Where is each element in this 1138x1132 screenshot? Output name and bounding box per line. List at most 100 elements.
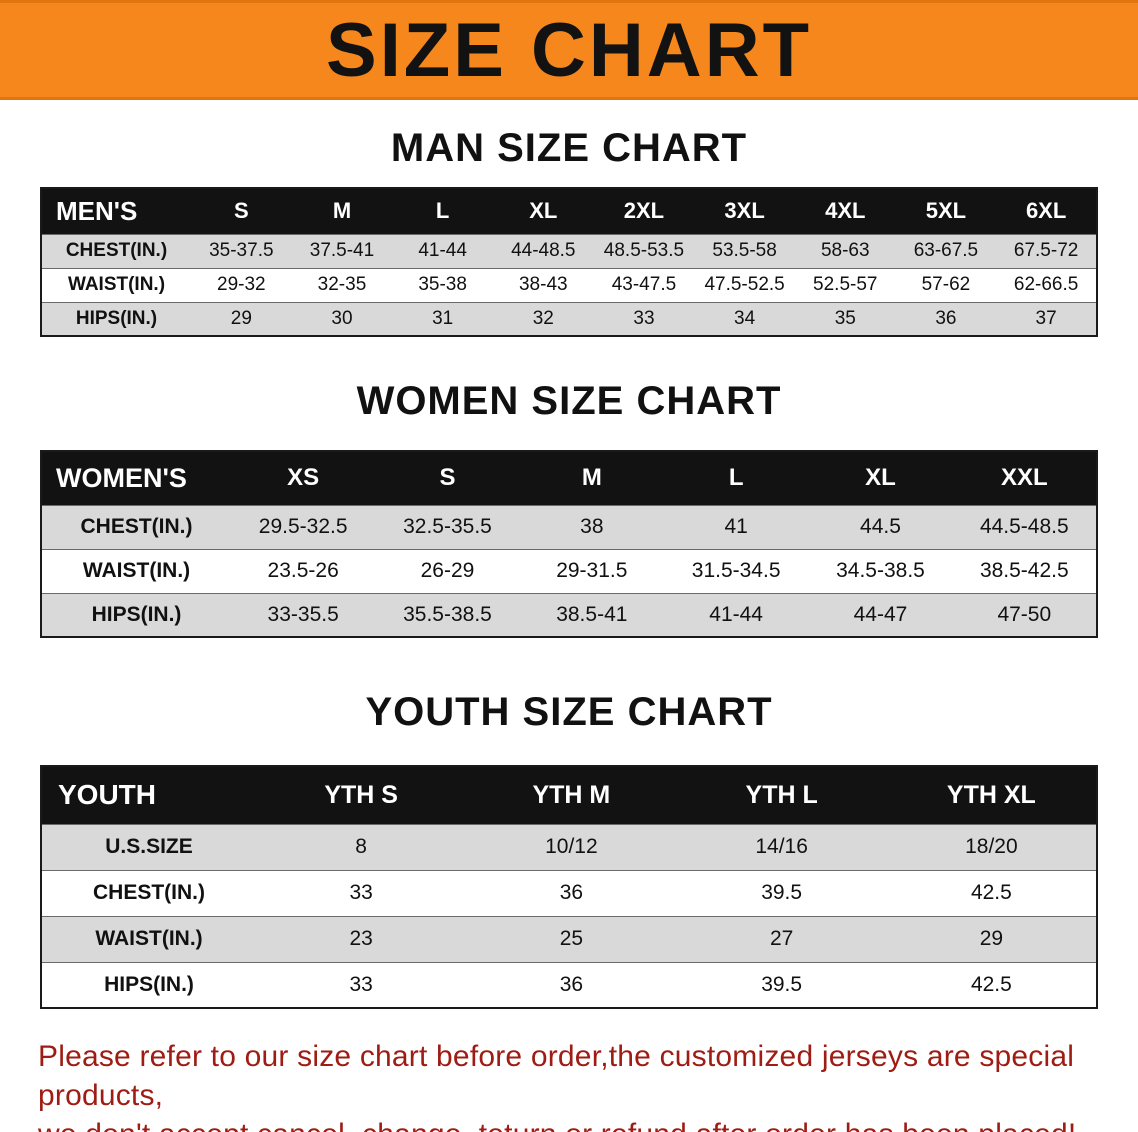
- size-value-cell: 18/20: [965, 835, 1018, 858]
- size-value-cell: 44-47: [853, 602, 908, 626]
- size-value-cell: 33: [633, 307, 655, 329]
- row-label: HIPS(IN.): [91, 602, 182, 626]
- size-column-header: YTH M: [466, 766, 677, 824]
- men-size-table: MEN'S S M L XL 2XL 3XL 4XL 5XL 6XL CHEST(IN.) 35-3…: [40, 187, 1098, 337]
- size-value-cell: 62-66.5: [1013, 274, 1079, 295]
- size-column-header: XL: [808, 451, 953, 505]
- size-value-cell: 32: [532, 307, 554, 329]
- size-value-cell: 57-62: [921, 274, 971, 295]
- size-value-cell: 38.5-42.5: [979, 559, 1069, 582]
- size-value-cell: 47-50: [997, 602, 1052, 626]
- size-value-cell: 29: [979, 927, 1004, 950]
- size-value-cell: 34.5-38.5: [836, 559, 925, 582]
- size-column-header: 3XL: [694, 188, 795, 234]
- size-column-header: M: [291, 188, 393, 234]
- table-row: WAIST(IN.) 23 25 27 29: [41, 916, 1097, 962]
- table-row: HIPS(IN.) 29 30 31 32 33 34 35 36 37: [41, 302, 1097, 336]
- table-row: CHEST(IN.) 33 36 39.5 42.5: [41, 870, 1097, 916]
- size-value-cell: 38: [580, 515, 604, 538]
- size-column-header: YTH S: [256, 766, 467, 824]
- size-value-cell: 8: [355, 835, 367, 858]
- size-value-cell: 44.5-48.5: [979, 515, 1069, 538]
- size-value-cell: 10/12: [545, 835, 598, 858]
- disclaimer-line1: Please refer to our size chart before or…: [38, 1040, 1075, 1112]
- size-value-cell: 29-32: [217, 274, 266, 295]
- size-chart-banner: SIZE CHART: [0, 0, 1138, 100]
- size-column-header: XXL: [952, 451, 1097, 505]
- size-value-cell: 42.5: [970, 972, 1012, 996]
- disclaimer-line2: we don't accept cancel, change, teturn o…: [38, 1118, 1076, 1132]
- size-column-header: 5XL: [895, 188, 997, 234]
- size-column-header: XL: [492, 188, 594, 234]
- size-value-cell: 27: [769, 927, 794, 950]
- table-corner-label: YOUTH: [41, 766, 256, 824]
- men-table-body: CHEST(IN.) 35-37.5 37.5-41 41-44 44-48.5 48.5…: [41, 234, 1097, 336]
- size-column-header: S: [191, 188, 292, 234]
- size-value-cell: 29-31.5: [556, 559, 628, 582]
- women-size-table: WOMEN'S XS S M L XL XXL CHEST(IN.) 29.5-32.5 32.…: [40, 450, 1098, 638]
- size-value-cell: 41-44: [418, 240, 467, 261]
- row-label: CHEST(IN.): [80, 515, 193, 538]
- row-label: WAIST(IN.): [82, 559, 191, 582]
- size-value-cell: 37.5-41: [309, 240, 375, 261]
- table-row: WAIST(IN.) 23.5-26 26-29 29-31.5 31.5-34.5 34…: [41, 549, 1097, 593]
- row-label: HIPS(IN.): [104, 972, 194, 996]
- size-value-cell: 25: [559, 927, 584, 950]
- youth-size-section: YOUTH SIZE CHART YOUTH YTH S YTH M YTH L YTH…: [0, 690, 1138, 1009]
- youth-size-table: YOUTH YTH S YTH M YTH L YTH XL U.S.SIZE 8 10/1…: [40, 765, 1098, 1009]
- table-row: CHEST(IN.) 29.5-32.5 32.5-35.5 38 41 44.5 44.5…: [41, 505, 1097, 549]
- size-value-cell: 63-67.5: [913, 240, 979, 261]
- table-row: HIPS(IN.) 33 36 39.5 42.5: [41, 962, 1097, 1008]
- youth-table-header: YOUTH YTH S YTH M YTH L YTH XL: [41, 766, 1097, 824]
- row-label: WAIST(IN.): [95, 927, 203, 950]
- women-section-heading: WOMEN SIZE CHART: [356, 379, 782, 423]
- size-value-cell: 23.5-26: [267, 559, 339, 582]
- size-column-header: L: [392, 188, 493, 234]
- size-value-cell: 30: [331, 307, 353, 329]
- table-header-row: WOMEN'S XS S M L XL XXL: [41, 451, 1097, 505]
- size-value-cell: 44.5: [860, 515, 901, 538]
- row-label: WAIST(IN.): [67, 274, 166, 295]
- size-value-cell: 23: [349, 927, 373, 950]
- row-label: HIPS(IN.): [75, 307, 158, 329]
- size-value-cell: 32.5-35.5: [403, 515, 492, 538]
- banner-title: SIZE CHART: [326, 7, 812, 93]
- size-value-cell: 41-44: [709, 602, 763, 626]
- size-value-cell: 39.5: [761, 881, 803, 904]
- size-value-cell: 42.5: [970, 881, 1012, 904]
- size-value-cell: 58-63: [820, 240, 870, 261]
- size-value-cell: 36: [559, 972, 584, 996]
- size-value-cell: 33: [349, 972, 373, 996]
- size-column-header: XS: [231, 451, 376, 505]
- table-corner-label: MEN'S: [41, 188, 191, 234]
- table-header-row: YOUTH YTH S YTH M YTH L YTH XL: [41, 766, 1097, 824]
- size-column-header: YTH XL: [886, 766, 1097, 824]
- table-row: HIPS(IN.) 33-35.5 35.5-38.5 38.5-41 41-44 44-…: [41, 593, 1097, 637]
- women-table-header: WOMEN'S XS S M L XL XXL: [41, 451, 1097, 505]
- size-value-cell: 36: [559, 881, 584, 904]
- size-value-cell: 47.5-52.5: [704, 274, 785, 295]
- table-row: WAIST(IN.) 29-32 32-35 35-38 38-43 43-47.5 47.…: [41, 268, 1097, 302]
- size-column-header: 4XL: [794, 188, 896, 234]
- men-table-header: MEN'S S M L XL 2XL 3XL 4XL 5XL 6XL: [41, 188, 1097, 234]
- size-value-cell: 34: [734, 307, 756, 329]
- table-header-row: MEN'S S M L XL 2XL 3XL 4XL 5XL 6XL: [41, 188, 1097, 234]
- size-value-cell: 35: [834, 307, 856, 329]
- size-value-cell: 48.5-53.5: [603, 240, 685, 261]
- size-value-cell: 32-35: [317, 274, 367, 295]
- size-value-cell: 44-48.5: [511, 240, 576, 261]
- size-column-header: M: [519, 451, 664, 505]
- size-column-header: 6XL: [996, 188, 1097, 234]
- size-value-cell: 41: [724, 515, 748, 538]
- row-label: CHEST(IN.): [93, 881, 205, 904]
- row-label: U.S.SIZE: [105, 835, 193, 858]
- men-section-heading: MAN SIZE CHART: [390, 126, 748, 170]
- women-size-section: WOMEN SIZE CHART WOMEN'S XS S M L XL XXL CHEST…: [0, 379, 1138, 638]
- men-size-section: MAN SIZE CHART MEN'S S M L XL 2XL 3XL 4XL 5XL 6XL…: [0, 126, 1138, 337]
- row-label: CHEST(IN.): [65, 240, 168, 261]
- size-value-cell: 38-43: [518, 274, 568, 295]
- size-value-cell: 33: [349, 881, 373, 904]
- size-column-header: S: [375, 451, 520, 505]
- size-value-cell: 31: [432, 307, 454, 329]
- table-row: CHEST(IN.) 35-37.5 37.5-41 41-44 44-48.5 48.5…: [41, 234, 1097, 268]
